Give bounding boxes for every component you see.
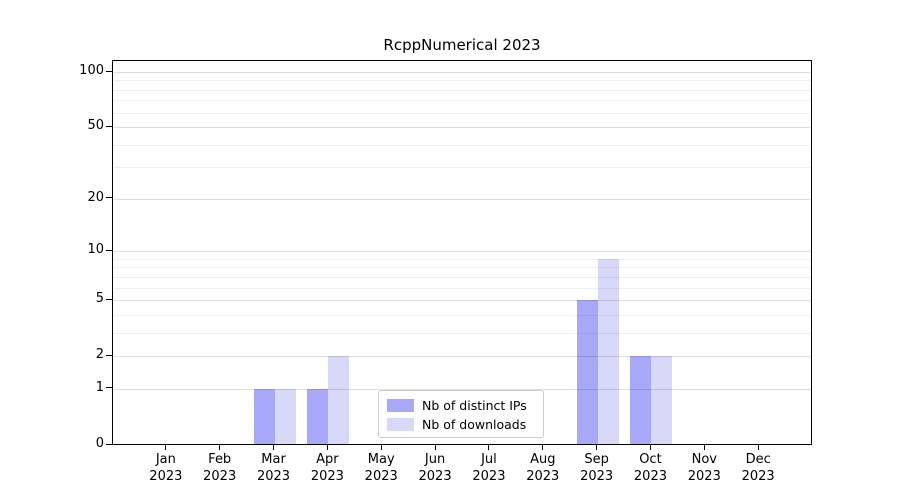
legend-swatch-distinct-ips xyxy=(387,398,414,412)
y-tick-label: 0 xyxy=(95,436,104,451)
x-tick-label: Mar 2023 xyxy=(256,452,291,484)
gridline-minor xyxy=(113,258,811,260)
gridline-minor xyxy=(113,332,811,334)
x-tick-label: Apr 2023 xyxy=(310,452,344,484)
x-tick-mark xyxy=(703,445,705,450)
legend-item-distinct-ips: Nb of distinct IPs xyxy=(387,397,535,413)
gridline-minor xyxy=(113,112,811,114)
gridline-major xyxy=(113,198,811,200)
bar-distinct-ips xyxy=(253,388,275,444)
gridline-major xyxy=(113,388,811,390)
bar-distinct-ips xyxy=(630,356,652,444)
bar-downloads xyxy=(328,356,350,444)
bar-downloads xyxy=(274,388,296,444)
x-tick-label: May 2023 xyxy=(364,452,398,484)
gridline-minor xyxy=(113,144,811,146)
y-tick-mark xyxy=(106,387,112,389)
gridline-minor xyxy=(113,80,811,82)
legend-swatch-downloads xyxy=(387,417,414,431)
legend-label-downloads: Nb of downloads xyxy=(422,416,527,432)
x-tick-label: Jul 2023 xyxy=(472,452,506,484)
y-tick-label: 5 xyxy=(95,291,104,307)
y-tick-mark xyxy=(106,70,112,72)
y-tick-label: 100 xyxy=(79,63,104,78)
y-tick-label: 2 xyxy=(95,347,104,363)
x-tick-label: Oct 2023 xyxy=(633,452,667,484)
bar-downloads xyxy=(597,258,619,444)
gridline-major xyxy=(113,72,811,73)
gridline-minor xyxy=(113,287,811,289)
x-tick-label: Sep 2023 xyxy=(580,452,614,484)
chart-title: RcppNumerical 2023 xyxy=(383,36,541,54)
gridline-minor xyxy=(113,100,811,102)
gridline-minor xyxy=(113,276,811,278)
x-tick-mark xyxy=(649,445,651,450)
x-tick-mark xyxy=(165,445,167,450)
gridline-major xyxy=(113,251,811,253)
y-tick-mark xyxy=(106,197,112,199)
y-tick-mark xyxy=(106,443,112,445)
x-tick-mark xyxy=(434,445,436,450)
y-tick-label: 10 xyxy=(87,242,104,258)
x-tick-label: Jun 2023 xyxy=(418,452,452,484)
x-tick-label: Jan 2023 xyxy=(149,452,183,484)
gridline-major xyxy=(113,356,811,358)
x-tick-label: Aug 2023 xyxy=(526,452,560,484)
bar-distinct-ips xyxy=(576,300,598,444)
gridline-minor xyxy=(113,314,811,316)
y-tick-label: 1 xyxy=(95,379,104,395)
legend: Nb of distinct IPs Nb of downloads xyxy=(378,390,544,438)
x-tick-mark xyxy=(326,445,328,450)
legend-item-downloads: Nb of downloads xyxy=(387,416,535,432)
x-tick-mark xyxy=(380,445,382,450)
x-tick-mark xyxy=(596,445,598,450)
y-tick-mark xyxy=(106,354,112,356)
y-tick-mark xyxy=(106,249,112,251)
y-tick-mark xyxy=(106,125,112,127)
x-tick-label: Dec 2023 xyxy=(741,452,775,484)
y-tick-label: 20 xyxy=(87,189,104,205)
bar-downloads xyxy=(651,356,673,444)
legend-label-distinct-ips: Nb of distinct IPs xyxy=(422,397,527,413)
gridline-major xyxy=(113,127,811,129)
y-tick-label: 50 xyxy=(87,118,104,134)
x-tick-label: Feb 2023 xyxy=(203,452,237,484)
plot-area xyxy=(112,60,812,445)
x-tick-mark xyxy=(273,445,275,450)
gridline-minor xyxy=(113,89,811,91)
bar-distinct-ips xyxy=(307,388,329,444)
gridline-major xyxy=(113,300,811,302)
x-tick-label: Nov 2023 xyxy=(687,452,721,484)
x-tick-mark xyxy=(219,445,221,450)
gridline-minor xyxy=(113,167,811,169)
x-tick-mark xyxy=(542,445,544,450)
x-tick-mark xyxy=(757,445,759,450)
gridline-minor xyxy=(113,267,811,269)
x-tick-mark xyxy=(488,445,490,450)
y-tick-mark xyxy=(106,298,112,300)
